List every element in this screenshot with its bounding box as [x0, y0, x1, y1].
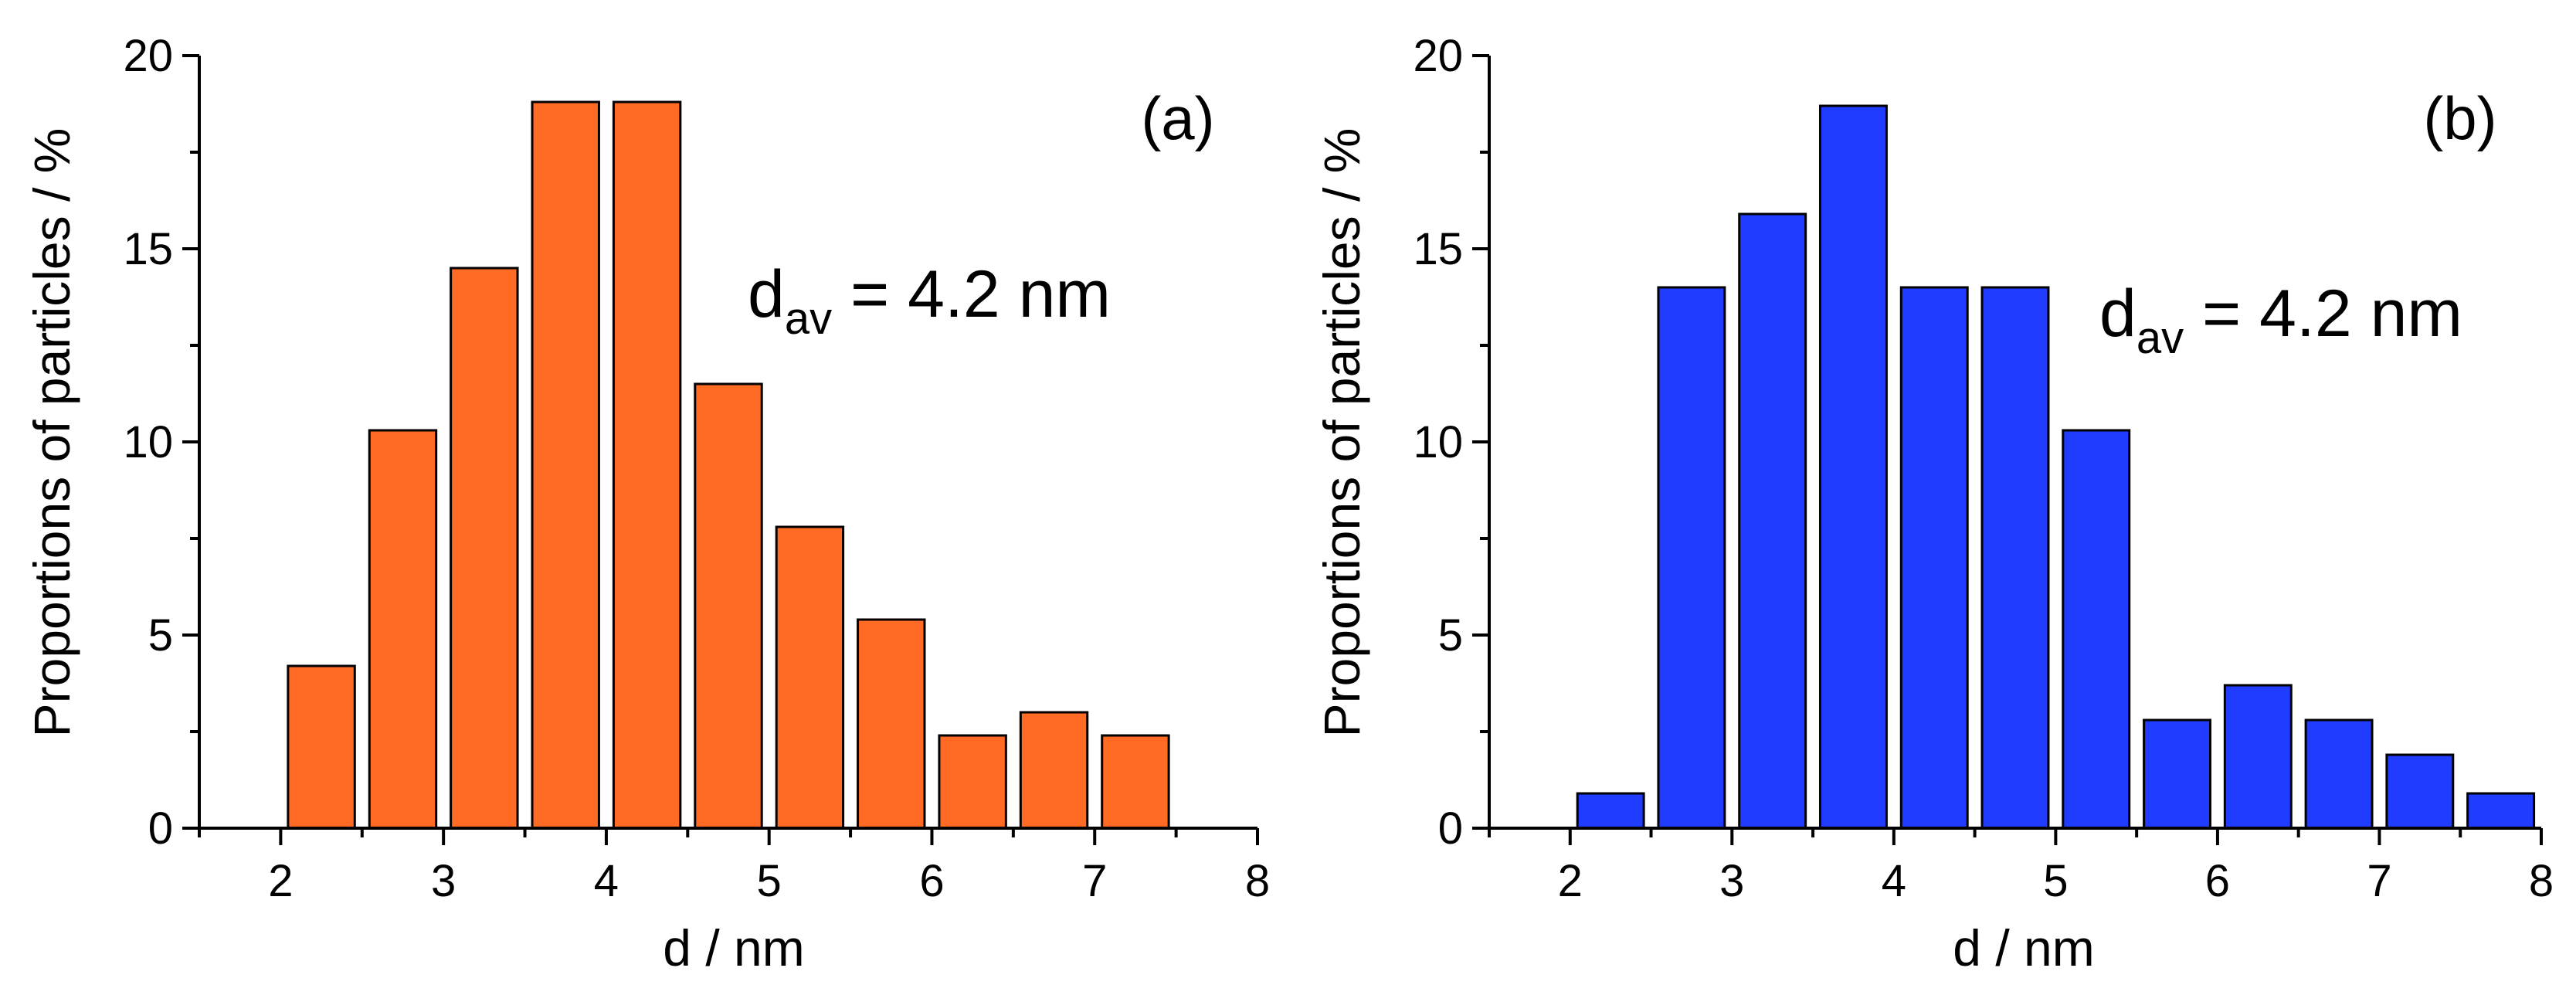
bar-b-7: [2062, 429, 2131, 830]
x-axis-title-a: d / nm: [663, 919, 804, 977]
bar-b-10: [2304, 718, 2374, 830]
bar-a-7: [775, 525, 845, 830]
bar-a-2: [368, 429, 438, 830]
bar-b-5: [1899, 286, 1969, 830]
bar-a-9: [938, 734, 1007, 830]
x-tick-label-a: 6: [919, 856, 944, 906]
average-diameter-annotation-a: dav = 4.2 nm: [748, 257, 1111, 344]
y-axis-title-b: Proportions of particles / %: [1313, 128, 1370, 738]
x-tick-label-a: 3: [431, 856, 456, 906]
y-tick-label-a: 5: [148, 610, 173, 661]
y-tick-label-a: 20: [123, 31, 173, 81]
x-tick-label-a: 2: [268, 856, 293, 906]
bar-b-8: [2143, 718, 2211, 830]
bar-b-1: [1576, 792, 1645, 830]
x-tick-label-b: 6: [2205, 856, 2230, 906]
bar-a-6: [694, 382, 763, 830]
x-tick-label-a: 4: [594, 856, 619, 906]
y-tick-label-b: 15: [1413, 224, 1463, 274]
bar-b-9: [2223, 684, 2293, 830]
bar-a-4: [531, 100, 600, 830]
bar-a-10: [1019, 711, 1089, 830]
bar-a-3: [450, 267, 519, 830]
x-axis-title-b: d / nm: [1953, 919, 2094, 977]
y-tick-label-b: 20: [1413, 31, 1463, 81]
bar-a-1: [287, 664, 356, 830]
bar-b-2: [1657, 286, 1726, 830]
bar-b-6: [1980, 286, 2050, 830]
x-tick-label-b: 2: [1558, 856, 1583, 906]
bar-b-12: [2466, 792, 2536, 830]
bar-b-3: [1738, 212, 1807, 830]
y-axis-title-a: Proportions of particles / %: [23, 128, 80, 738]
bar-a-5: [612, 100, 682, 830]
x-tick-label-b: 5: [2043, 856, 2068, 906]
y-tick-label-b: 10: [1413, 417, 1463, 467]
bar-a-11: [1101, 734, 1170, 830]
bar-b-4: [1819, 104, 1888, 830]
y-tick-label-a: 0: [148, 803, 173, 854]
x-tick-label-a: 7: [1082, 856, 1107, 906]
panel-label-b: (b): [2423, 84, 2496, 152]
x-tick-label-b: 3: [1719, 856, 1744, 906]
y-tick-label-b: 0: [1438, 803, 1463, 854]
bar-b-11: [2385, 753, 2455, 830]
y-tick-label-a: 15: [123, 224, 173, 274]
y-tick-label-b: 5: [1438, 610, 1463, 661]
x-tick-label-a: 8: [1245, 856, 1270, 906]
x-tick-label-b: 8: [2529, 856, 2554, 906]
chart-panel-b: Proportions of particles / % d / nm (b) …: [1313, 31, 2554, 977]
x-tick-label-b: 4: [1882, 856, 1906, 906]
average-diameter-annotation-b: dav = 4.2 nm: [2099, 277, 2462, 363]
chart-panel-a: Proportions of particles / % d / nm (a) …: [23, 31, 1270, 977]
x-tick-label-a: 5: [757, 856, 782, 906]
bar-a-8: [857, 618, 926, 830]
y-tick-label-a: 10: [123, 417, 173, 467]
x-tick-label-b: 7: [2367, 856, 2391, 906]
panel-label-a: (a): [1141, 84, 1214, 152]
